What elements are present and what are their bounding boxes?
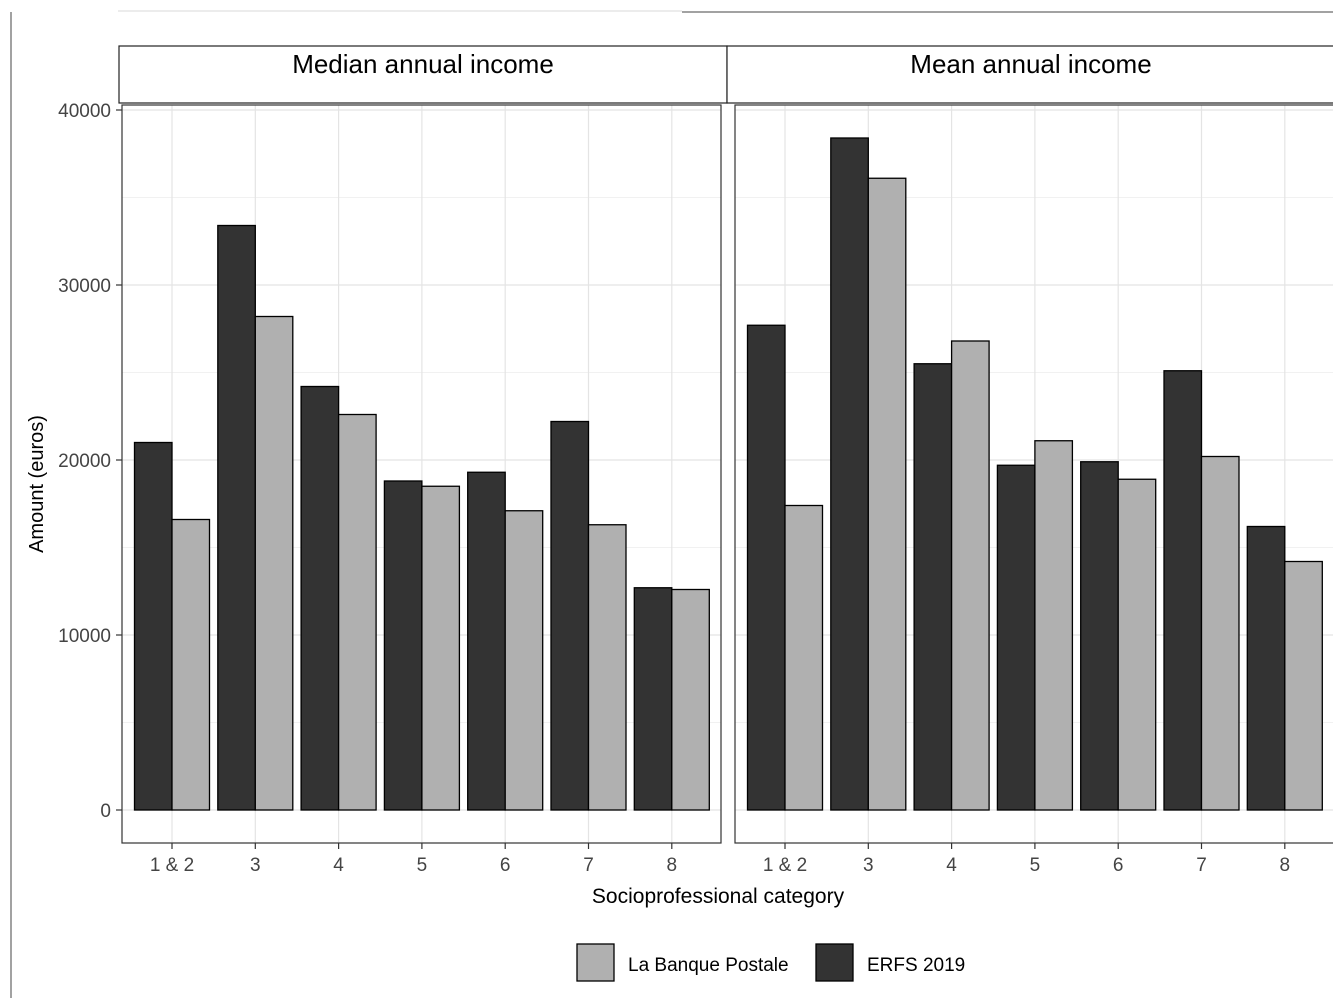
x-tick-label-median-4: 4 <box>333 855 344 876</box>
x-tick-label-mean-8: 8 <box>1280 855 1291 876</box>
bar-median-erfs-2019-3 <box>217 224 256 811</box>
bar-median-la-banque-postale-3 <box>254 315 294 811</box>
bar-median-la-banque-postale-1-2 <box>171 518 211 811</box>
x-tick-label-mean-5: 5 <box>1030 855 1041 876</box>
facet-strip-mean: Mean annual income <box>726 45 1333 104</box>
bar-mean-la-banque-postale-6 <box>1117 478 1157 811</box>
x-tick-label-median-3: 3 <box>250 855 261 876</box>
y-axis: 0 10000 20000 30000 40000 <box>58 101 122 822</box>
y-axis-label: Amount (euros) <box>26 415 48 553</box>
bar-mean-erfs-2019-4 <box>913 363 953 811</box>
facet-strip-median: Median annual income <box>118 45 728 104</box>
x-tick-label-median-1-2: 1 & 2 <box>150 855 194 876</box>
bar-median-la-banque-postale-8 <box>671 588 710 811</box>
x-tick-label-median-6: 6 <box>500 855 511 876</box>
y-tick-label-0: 0 <box>100 801 111 822</box>
bar-median-la-banque-postale-6 <box>504 510 544 811</box>
y-tick-label-40000: 40000 <box>58 101 111 122</box>
bar-mean-la-banque-postale-3 <box>867 177 907 811</box>
legend: La Banque Postale ERFS 2019 <box>576 943 965 982</box>
bar-mean-erfs-2019-1-2 <box>746 324 786 811</box>
facet-title-median: Median annual income <box>292 49 554 79</box>
bar-median-erfs-2019-6 <box>467 471 506 811</box>
panel-border-mean <box>734 104 1333 844</box>
bar-median-la-banque-postale-4 <box>337 413 377 811</box>
legend-key-la-banque-postale <box>576 943 615 982</box>
x-axis-label: Socioprofessional category <box>592 885 845 908</box>
y-tick-label-10000: 10000 <box>58 626 111 647</box>
bar-mean-la-banque-postale-7 <box>1200 455 1240 811</box>
bar-median-la-banque-postale-5 <box>421 485 461 811</box>
x-tick-label-mean-1-2: 1 & 2 <box>763 855 807 876</box>
x-tick-label-mean-3: 3 <box>863 855 874 876</box>
x-tick-label-mean-4: 4 <box>946 855 957 876</box>
y-tick-label-20000: 20000 <box>58 451 111 472</box>
x-tick-label-median-5: 5 <box>417 855 428 876</box>
strip-box-median <box>118 45 728 104</box>
bar-mean-la-banque-postale-5 <box>1034 440 1074 811</box>
panel-mean: 1 & 2 3 4 5 6 7 8 <box>734 104 1333 876</box>
bar-median-erfs-2019-4 <box>300 385 340 811</box>
bar-mean-la-banque-postale-4 <box>950 340 990 811</box>
legend-label-la-banque-postale: La Banque Postale <box>628 955 789 976</box>
bar-mean-erfs-2019-6 <box>1080 461 1119 811</box>
legend-key-erfs-2019 <box>815 943 854 982</box>
x-tick-label-median-7: 7 <box>583 855 594 876</box>
bar-mean-la-banque-postale-1-2 <box>784 504 824 811</box>
bar-median-la-banque-postale-7 <box>587 524 627 811</box>
bar-mean-erfs-2019-7 <box>1163 370 1203 811</box>
strip-box-mean <box>726 45 1333 104</box>
bar-median-erfs-2019-8 <box>633 587 673 811</box>
facet-title-mean: Mean annual income <box>910 49 1151 79</box>
legend-label-erfs-2019: ERFS 2019 <box>867 955 965 976</box>
x-tick-label-median-8: 8 <box>667 855 678 876</box>
bar-mean-erfs-2019-5 <box>996 464 1036 811</box>
panel-median: 1 & 2 3 4 5 6 7 8 <box>121 104 722 876</box>
bar-mean-erfs-2019-8 <box>1246 525 1286 811</box>
x-tick-label-mean-7: 7 <box>1196 855 1207 876</box>
y-tick-label-30000: 30000 <box>58 276 111 297</box>
bar-median-erfs-2019-1-2 <box>133 441 173 811</box>
bar-median-erfs-2019-5 <box>383 480 423 811</box>
bar-mean-la-banque-postale-8 <box>1284 560 1323 811</box>
x-tick-label-mean-6: 6 <box>1113 855 1124 876</box>
bar-mean-erfs-2019-3 <box>830 137 869 811</box>
bar-median-erfs-2019-7 <box>550 420 590 811</box>
